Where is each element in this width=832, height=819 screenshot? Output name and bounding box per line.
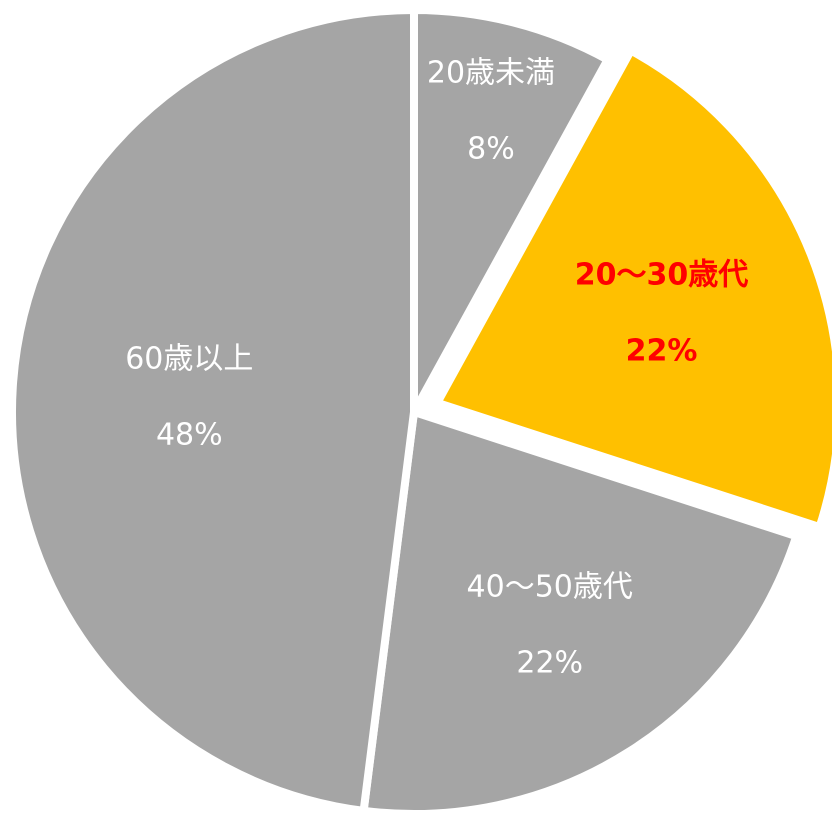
category-label: 60歳以上 <box>125 341 253 376</box>
category-label: 20歳未満 <box>427 56 555 91</box>
category-label: 20〜30歳代 <box>575 258 749 293</box>
category-label: 40〜50歳代 <box>467 569 633 604</box>
value-label: 48% <box>156 417 223 452</box>
pie-slice <box>410 5 614 414</box>
pie-slice <box>359 406 802 818</box>
value-label: 22% <box>516 645 583 680</box>
value-label: 22% <box>626 334 698 369</box>
pie-slice <box>8 5 418 816</box>
value-label: 8% <box>467 132 515 167</box>
pie-slice <box>431 45 832 533</box>
